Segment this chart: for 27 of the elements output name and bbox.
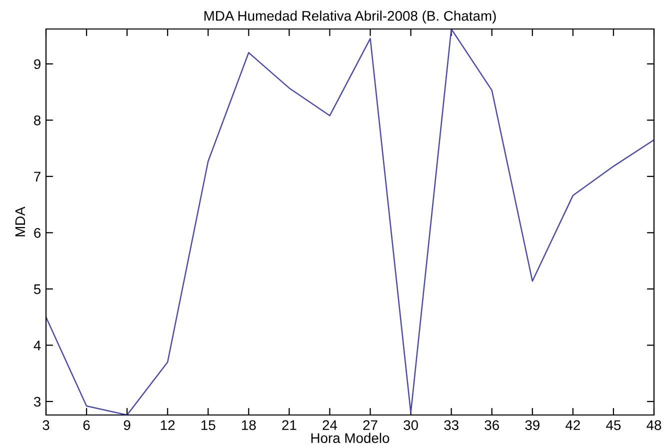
x-tick-label: 33 bbox=[444, 420, 458, 430]
x-tick-label: 39 bbox=[525, 420, 540, 430]
y-tick-label: 7 bbox=[34, 172, 40, 182]
x-tick-label: 27 bbox=[363, 420, 378, 430]
x-tick-label: 45 bbox=[606, 420, 621, 430]
x-tick-label: 36 bbox=[484, 420, 499, 430]
y-tick-label: 5 bbox=[34, 284, 41, 294]
x-tick-label: 21 bbox=[282, 420, 296, 430]
x-tick-label: 15 bbox=[201, 420, 216, 430]
chart-title: MDA Humedad Relativa Abril-2008 (B. Chatam) bbox=[204, 10, 496, 24]
x-tick-label: 30 bbox=[404, 420, 418, 430]
y-axis-title: MDA bbox=[15, 206, 25, 236]
y-tick-label: 3 bbox=[34, 396, 41, 407]
line-series bbox=[46, 29, 654, 415]
x-tick-label: 42 bbox=[566, 420, 580, 430]
y-tick-label: 9 bbox=[34, 59, 40, 70]
x-tick-label: 3 bbox=[42, 420, 50, 430]
x-tick-label: 9 bbox=[124, 420, 130, 430]
x-axis-title: Hora Modelo bbox=[311, 432, 390, 444]
x-tick-label: 6 bbox=[83, 420, 90, 430]
x-tick-label: 24 bbox=[322, 420, 338, 430]
y-tick-label: 6 bbox=[34, 228, 41, 238]
x-tick-label: 48 bbox=[646, 420, 662, 430]
y-tick-label: 8 bbox=[34, 115, 41, 126]
x-tick-label: 18 bbox=[242, 420, 256, 430]
x-tick-label: 12 bbox=[160, 420, 175, 430]
y-tick-label: 4 bbox=[34, 340, 41, 350]
